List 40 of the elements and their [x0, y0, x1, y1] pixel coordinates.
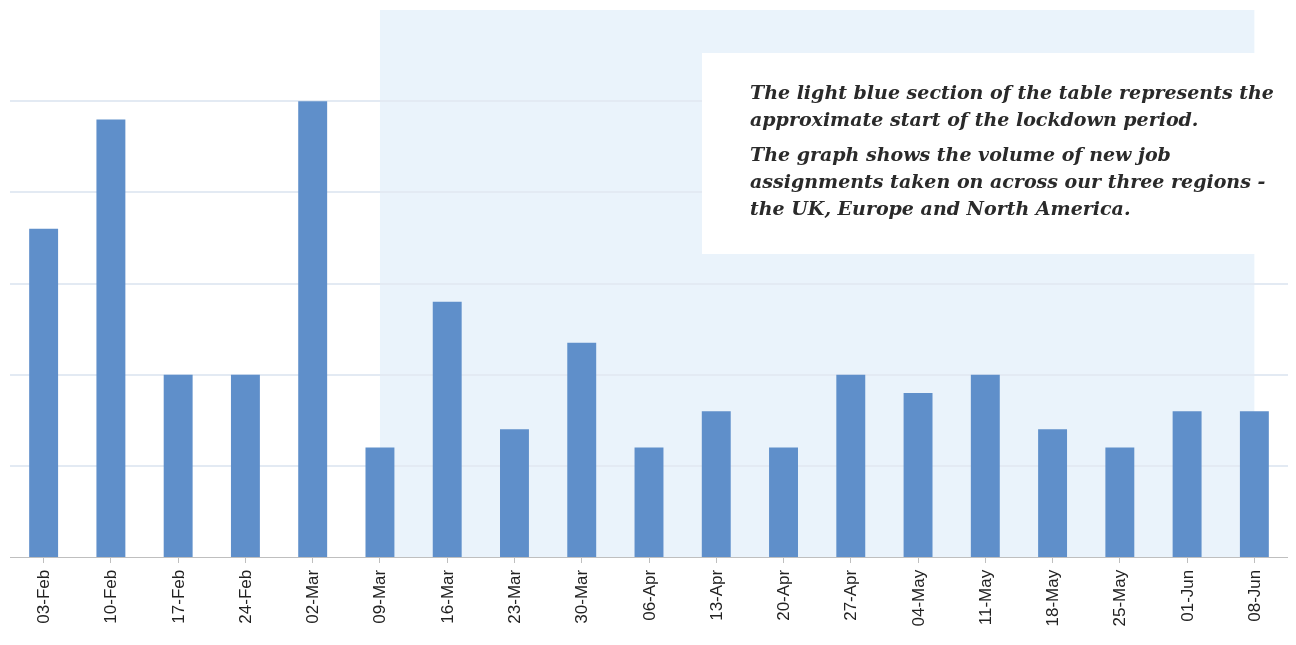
bar — [769, 447, 798, 557]
bar — [432, 301, 462, 557]
bar — [701, 411, 731, 557]
x-tick-label: 20-Apr — [774, 569, 794, 621]
x-tick-label: 01-Jun — [1177, 569, 1197, 622]
bar — [1105, 447, 1135, 557]
x-tick-label: 24-Feb — [235, 569, 255, 624]
bar — [970, 374, 1000, 557]
x-tick-label: 30-Mar — [572, 569, 592, 624]
x-tick-label: 23-Mar — [504, 569, 524, 624]
x-tick-label: 17-Feb — [168, 569, 188, 624]
bar — [230, 374, 260, 557]
x-tick-label: 04-May — [908, 569, 928, 627]
bar — [836, 374, 866, 557]
x-tick-label: 13-Apr — [706, 569, 726, 621]
x-tick-label: 06-Apr — [639, 569, 659, 621]
bar — [96, 119, 126, 557]
bar — [298, 101, 328, 557]
annotation: The graph shows the volume of new job assignments taken on across our three regions - the UK, Europe and North America. — [750, 142, 1267, 221]
x-tick-label: 25-May — [1110, 569, 1130, 627]
bar — [29, 228, 59, 557]
bar — [1239, 411, 1269, 557]
bar — [500, 429, 529, 557]
bar — [634, 447, 664, 557]
x-tick-label: 03-Feb — [34, 569, 54, 624]
bar — [163, 374, 193, 557]
bar — [903, 392, 933, 557]
bar — [1172, 411, 1202, 557]
x-tick-label: 18-May — [1043, 569, 1063, 627]
bar — [1038, 429, 1068, 557]
x-tick-label: 27-Apr — [841, 569, 861, 621]
bar — [365, 447, 395, 557]
bar — [567, 342, 597, 557]
x-tick-label: 08-Jun — [1244, 569, 1264, 622]
annotation: The light blue section of the table represents the approximate start of the lockdown period. — [750, 80, 1275, 132]
x-tick-label: 09-Mar — [370, 569, 390, 624]
x-tick-label: 16-Mar — [437, 569, 457, 624]
x-tick-label: 02-Mar — [303, 569, 323, 624]
x-tick-label: 10-Feb — [101, 569, 121, 624]
x-tick-label: 11-May — [975, 569, 995, 626]
